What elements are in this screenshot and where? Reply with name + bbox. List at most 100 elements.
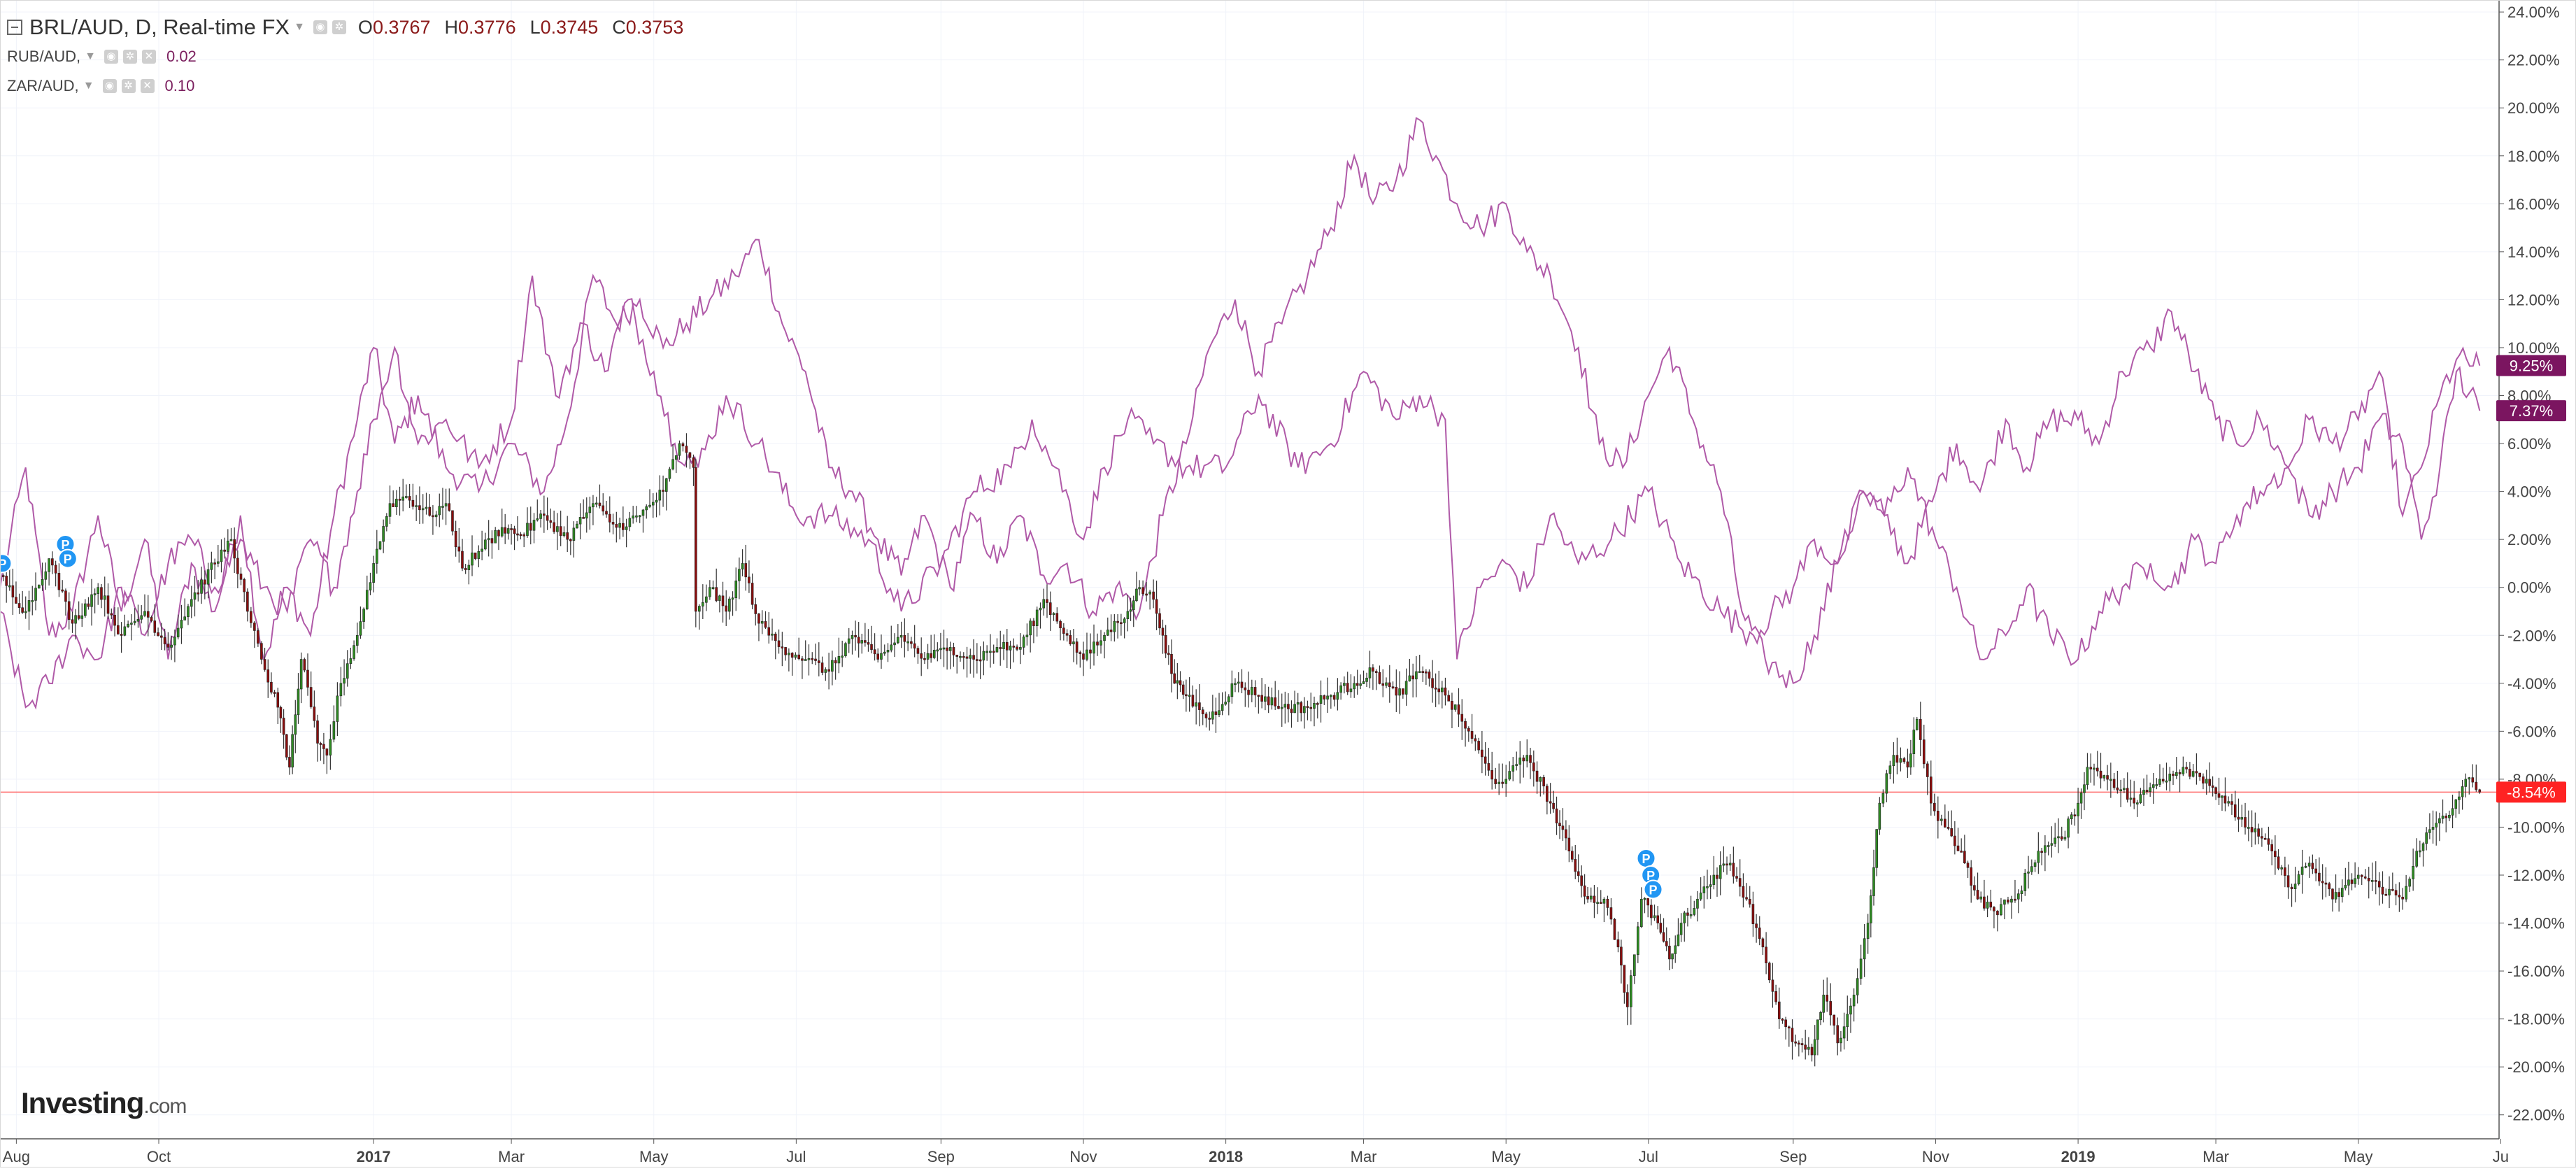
candle-body	[2102, 775, 2106, 779]
candle-body	[2155, 784, 2158, 786]
event-marker[interactable]: P	[1641, 865, 1661, 885]
chevron-down-icon[interactable]: ▼	[294, 21, 305, 33]
candle-body	[2126, 788, 2129, 800]
y-tick-label: 22.00%	[2507, 52, 2560, 69]
chevron-down-icon[interactable]: ▼	[83, 80, 94, 92]
candle-body	[57, 573, 61, 590]
candle-body	[270, 681, 273, 693]
candle-body	[369, 582, 372, 590]
candle-body	[1055, 613, 1059, 622]
close-icon[interactable]: ✕	[140, 79, 155, 93]
candle-body	[932, 649, 936, 658]
candle-body	[1138, 587, 1141, 590]
candle-body	[1781, 1019, 1784, 1021]
candle-body	[2040, 851, 2043, 853]
candle-body	[2311, 863, 2314, 870]
candle-body	[1264, 696, 1267, 702]
candle-body	[200, 579, 203, 594]
candle-body	[529, 523, 532, 531]
candle-body	[1807, 1046, 1810, 1050]
candle-body	[316, 721, 319, 744]
candle-body	[1613, 918, 1616, 940]
candle-body	[2401, 897, 2404, 900]
candle-body	[2250, 827, 2254, 832]
candle-body	[2033, 862, 2037, 867]
candle-body	[329, 739, 332, 755]
candle-body	[2300, 866, 2304, 875]
candle-body	[153, 620, 157, 633]
candle-body	[794, 654, 797, 658]
candle-body	[566, 532, 569, 540]
y-tick-label: 16.00%	[2507, 195, 2560, 213]
candle-body	[1191, 695, 1195, 707]
candle-body	[807, 658, 811, 660]
candle-body	[2377, 881, 2381, 888]
candle-body	[834, 660, 837, 664]
chevron-down-icon[interactable]: ▼	[85, 50, 96, 62]
candle-body	[2340, 888, 2344, 897]
candle-body	[2106, 775, 2109, 780]
candle-body	[2293, 883, 2297, 889]
candle-body	[750, 583, 754, 605]
eye-icon[interactable]: ◉	[313, 20, 327, 34]
eye-icon[interactable]: ◉	[104, 50, 118, 64]
candle-body	[1395, 687, 1398, 696]
candle-body	[27, 600, 31, 612]
comparison-symbol-rub[interactable]: RUB/AUD,	[7, 48, 81, 65]
candle-body	[1016, 646, 1018, 650]
candle-body	[1996, 911, 1999, 916]
close-icon[interactable]: ✕	[141, 50, 156, 64]
candle-body	[223, 549, 226, 552]
candle-body	[2030, 866, 2033, 872]
candle-body	[1, 575, 5, 577]
candle-body	[1895, 755, 1899, 763]
candle-body	[2129, 797, 2133, 800]
candle-body	[1784, 1019, 1787, 1028]
candle-body	[2214, 787, 2217, 794]
gear-icon[interactable]: ✲	[332, 20, 346, 34]
candle-body	[1689, 914, 1693, 916]
candle-body	[2321, 881, 2324, 883]
candle-body	[285, 734, 288, 758]
candle-body	[2007, 900, 2009, 903]
candle-body	[2454, 799, 2458, 809]
gear-icon[interactable]: ✲	[122, 50, 137, 64]
candle-body	[1170, 654, 1173, 674]
y-tick-label: -10.00%	[2507, 818, 2565, 836]
candle-body	[1718, 865, 1722, 879]
candle-body	[504, 527, 506, 534]
collapse-icon[interactable]	[7, 20, 22, 35]
candle-body	[451, 510, 454, 532]
comparison-symbol-zar[interactable]: ZAR/AUD,	[7, 77, 79, 94]
candle-body	[777, 640, 781, 647]
candle-body	[216, 561, 220, 564]
event-marker[interactable]: P	[1636, 848, 1656, 868]
candle-body	[1912, 730, 1916, 754]
candle-body	[1065, 633, 1069, 636]
candle-body	[2314, 868, 2317, 874]
candle-body	[1836, 1025, 1840, 1044]
candle-body	[2221, 795, 2223, 798]
eye-icon[interactable]: ◉	[102, 79, 117, 93]
event-marker[interactable]: P	[1643, 879, 1663, 900]
candle-body	[34, 588, 37, 601]
event-marker[interactable]: P	[57, 548, 78, 569]
candle-body	[405, 496, 408, 498]
candle-body	[1287, 704, 1290, 709]
candle-body	[103, 595, 106, 600]
candle-body	[948, 647, 952, 651]
candle-body	[1626, 992, 1629, 1007]
marker-label: P	[1642, 852, 1651, 866]
event-marker[interactable]: P	[0, 553, 13, 574]
candle-body	[2334, 892, 2337, 900]
badge-label: 9.25%	[2510, 357, 2553, 375]
candle-body	[97, 587, 100, 594]
candle-body	[1804, 1044, 1807, 1050]
candle-body	[1428, 672, 1431, 679]
y-tick-label: 20.00%	[2507, 99, 2560, 117]
main-series-title[interactable]: BRL/AUD, D, Real-time FX	[29, 15, 290, 39]
gear-icon[interactable]: ✲	[121, 79, 136, 93]
event-marker[interactable]: P	[55, 534, 76, 555]
